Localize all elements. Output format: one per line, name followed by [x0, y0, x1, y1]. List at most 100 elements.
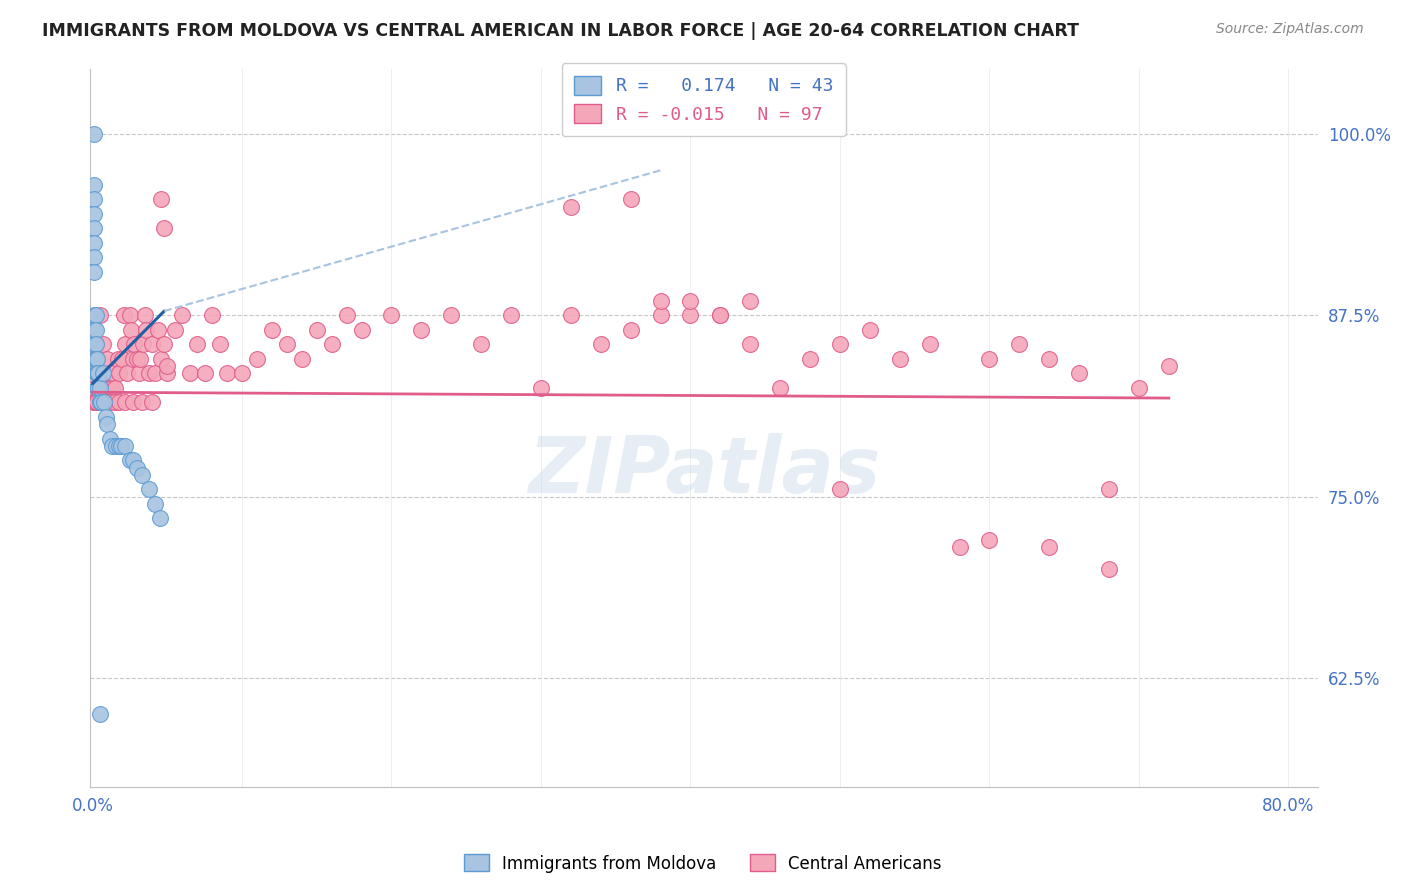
Point [86, 367, 108, 381]
Point [163, 323, 186, 337]
Point [620, 192, 643, 206]
Point [108, 439, 131, 453]
Point [859, 323, 882, 337]
Point [108, 367, 131, 381]
Point [91, 367, 114, 381]
Point [148, 323, 170, 337]
Point [1128, 381, 1150, 395]
Point [194, 367, 217, 381]
Point [100, 367, 122, 381]
Point [84, 323, 107, 337]
Point [138, 483, 160, 497]
Point [89, 395, 111, 409]
Point [440, 309, 463, 323]
Point [105, 395, 128, 409]
Point [83, 127, 105, 141]
Point [89, 381, 111, 395]
Point [1098, 483, 1121, 497]
Point [83, 192, 105, 206]
Point [321, 337, 343, 351]
Point [90, 395, 112, 409]
Point [107, 351, 129, 366]
Point [132, 337, 155, 351]
Point [156, 367, 179, 381]
Point [889, 351, 911, 366]
Point [89, 309, 111, 323]
Point [97, 381, 120, 395]
Point [93, 381, 115, 395]
Text: ZIPatlas: ZIPatlas [527, 433, 880, 509]
Point [118, 453, 141, 467]
Point [276, 337, 298, 351]
Point [94, 409, 117, 424]
Point [114, 337, 136, 351]
Text: Source: ZipAtlas.com: Source: ZipAtlas.com [1216, 22, 1364, 37]
Point [411, 323, 433, 337]
Point [1067, 367, 1090, 381]
Point [620, 323, 643, 337]
Point [149, 511, 172, 525]
Point [208, 337, 231, 351]
Point [87, 367, 110, 381]
Point [799, 351, 821, 366]
Point [89, 707, 111, 722]
Point [96, 351, 118, 366]
Point [104, 395, 127, 409]
Point [104, 381, 127, 395]
Point [1098, 562, 1121, 576]
Point [83, 265, 105, 279]
Point [134, 309, 156, 323]
Point [186, 337, 208, 351]
Point [979, 533, 1001, 548]
Point [83, 178, 105, 192]
Point [86, 381, 108, 395]
Point [650, 309, 672, 323]
Point [156, 359, 179, 373]
Point [83, 337, 105, 351]
Point [179, 367, 201, 381]
Point [530, 381, 553, 395]
Point [94, 395, 117, 409]
Point [114, 439, 136, 453]
Point [135, 323, 157, 337]
Point [129, 351, 152, 366]
Point [740, 337, 762, 351]
Point [122, 453, 145, 467]
Point [83, 351, 105, 366]
Point [110, 439, 132, 453]
Point [83, 235, 105, 250]
Point [589, 337, 612, 351]
Point [918, 337, 941, 351]
Point [650, 293, 672, 308]
Point [90, 395, 112, 409]
Point [100, 395, 122, 409]
Point [201, 309, 224, 323]
Point [127, 351, 149, 366]
Point [105, 439, 128, 453]
Point [101, 381, 124, 395]
Point [83, 207, 105, 221]
Point [86, 351, 108, 366]
Point [86, 367, 108, 381]
Point [89, 395, 111, 409]
Legend: Immigrants from Moldova, Central Americans: Immigrants from Moldova, Central America… [457, 847, 949, 880]
Point [131, 467, 153, 482]
Point [153, 221, 176, 235]
Point [380, 309, 402, 323]
Point [828, 483, 851, 497]
Point [93, 395, 115, 409]
Point [128, 367, 150, 381]
Point [94, 367, 117, 381]
Point [87, 381, 110, 395]
Point [91, 337, 114, 351]
Point [83, 221, 105, 235]
Point [83, 251, 105, 265]
Point [1038, 351, 1060, 366]
Point [127, 460, 149, 475]
Point [84, 309, 107, 323]
Point [1157, 359, 1180, 373]
Point [709, 309, 731, 323]
Point [118, 309, 141, 323]
Point [84, 337, 107, 351]
Point [150, 192, 173, 206]
